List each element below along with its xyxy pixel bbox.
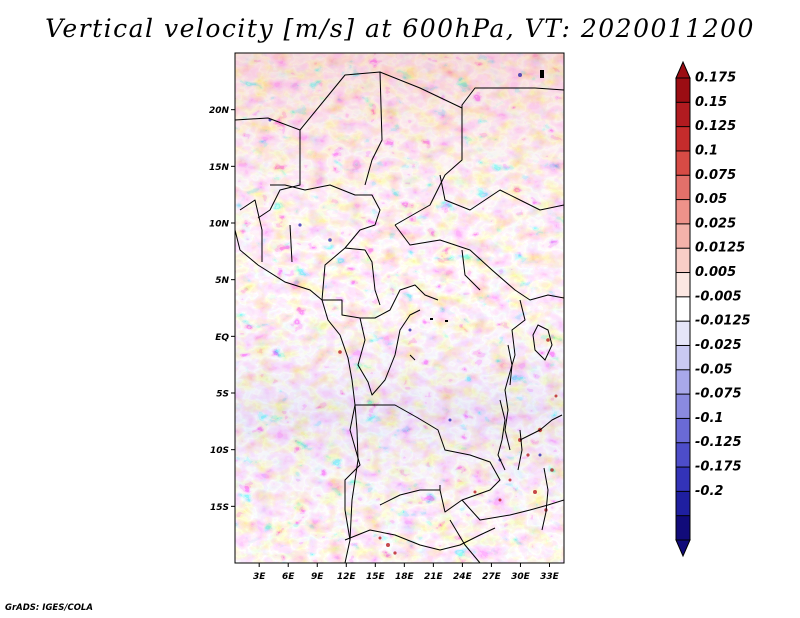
colorbar-swatch: [676, 78, 690, 103]
colorbar-swatch: [676, 369, 690, 395]
colorbar-swatch: [676, 418, 690, 443]
colorbar-label: 0.025: [695, 216, 736, 231]
colorbar-swatch: [676, 175, 690, 200]
colorbar-label: 0.075: [695, 168, 736, 183]
colorbar-label: 0.175: [695, 71, 736, 86]
colorbar-label: 0.15: [695, 95, 727, 110]
chart-title: Vertical velocity [m/s] at 600hPa, VT: 2…: [45, 14, 755, 43]
colorbar-label: -0.0125: [695, 314, 751, 329]
colorbar-swatch: [676, 248, 690, 273]
y-tick-label: 5N: [215, 276, 229, 286]
footer-credit: GrADS: IGES/COLA: [5, 603, 93, 613]
country-borders: [235, 71, 564, 563]
colorbar: 0.175 0.15 0.125 0.1 0.075 0.05 0.025 0.0125 0.0…: [675, 60, 751, 558]
colorbar-top-arrow: [675, 60, 691, 79]
y-tick-label: EQ: [215, 333, 229, 343]
x-tick-label: 33E: [540, 572, 560, 582]
colorbar-label: -0.1: [695, 411, 723, 426]
colorbar-swatch: [676, 272, 690, 297]
x-tick-label: 12E: [337, 572, 357, 582]
colorbar-swatch: [676, 150, 690, 176]
colorbar-label: -0.005: [695, 289, 742, 304]
x-tick-label: 24E: [453, 572, 473, 582]
x-tick-label: 6E: [282, 572, 295, 582]
colorbar-label: -0.2: [695, 484, 723, 499]
x-tick-label: 3E: [253, 572, 266, 582]
y-tick-label: 10N: [209, 220, 230, 230]
x-axis: 3E 6E 9E 12E 15E 18E 21E 24E 27E 30E 33E: [253, 563, 560, 582]
colorbar-label: -0.125: [695, 435, 742, 450]
colorbar-label: -0.05: [695, 362, 732, 377]
lakes: [409, 324, 553, 531]
x-tick-label: 21E: [424, 572, 444, 582]
colorbar-label: 0.1: [695, 143, 718, 158]
colorbar-swatch: [676, 296, 690, 322]
colorbar-swatch: [676, 126, 690, 151]
y-tick-label: 5S: [216, 390, 229, 400]
colorbar-swatch: [676, 442, 690, 468]
colorbar-label: -0.075: [695, 387, 742, 402]
colorbar-label: 0.125: [695, 119, 736, 134]
y-tick-label: 15N: [209, 163, 230, 173]
colorbar-frame: [675, 77, 691, 541]
coast-detail: [430, 70, 544, 322]
colorbar-label: 0.05: [695, 192, 727, 207]
colorbar-swatch: [676, 491, 690, 516]
colorbar-swatch: [676, 394, 690, 419]
velocity-field: [235, 53, 564, 563]
colorbar-label: -0.025: [695, 338, 742, 353]
x-tick-label: 27E: [482, 572, 502, 582]
y-tick-label: 10S: [210, 446, 229, 456]
colorbar-label: 0.005: [695, 265, 736, 280]
plot-frame: [234, 52, 565, 564]
colorbar-label: 0.0125: [695, 241, 745, 256]
y-tick-label: 15S: [210, 503, 229, 513]
coastline: [235, 229, 359, 563]
x-tick-label: 15E: [366, 572, 386, 582]
colorbar-swatch: [676, 345, 690, 370]
colorbar-swatch: [676, 223, 690, 249]
colorbar-swatch: [676, 515, 690, 540]
colorbar-bottom-arrow: [675, 539, 691, 558]
y-tick-label: 20N: [209, 106, 230, 116]
colorbar-swatch: [676, 102, 690, 127]
colorbar-swatch: [676, 321, 690, 346]
x-tick-label: 18E: [395, 572, 415, 582]
colorbar-swatch: [676, 467, 690, 492]
colorbar-label: -0.175: [695, 460, 742, 475]
x-tick-label: 9E: [311, 572, 324, 582]
y-axis: 20N 15N 10N 5N EQ 5S 10S 15S: [209, 106, 235, 513]
x-tick-label: 30E: [511, 572, 531, 582]
colorbar-swatch: [676, 199, 690, 224]
